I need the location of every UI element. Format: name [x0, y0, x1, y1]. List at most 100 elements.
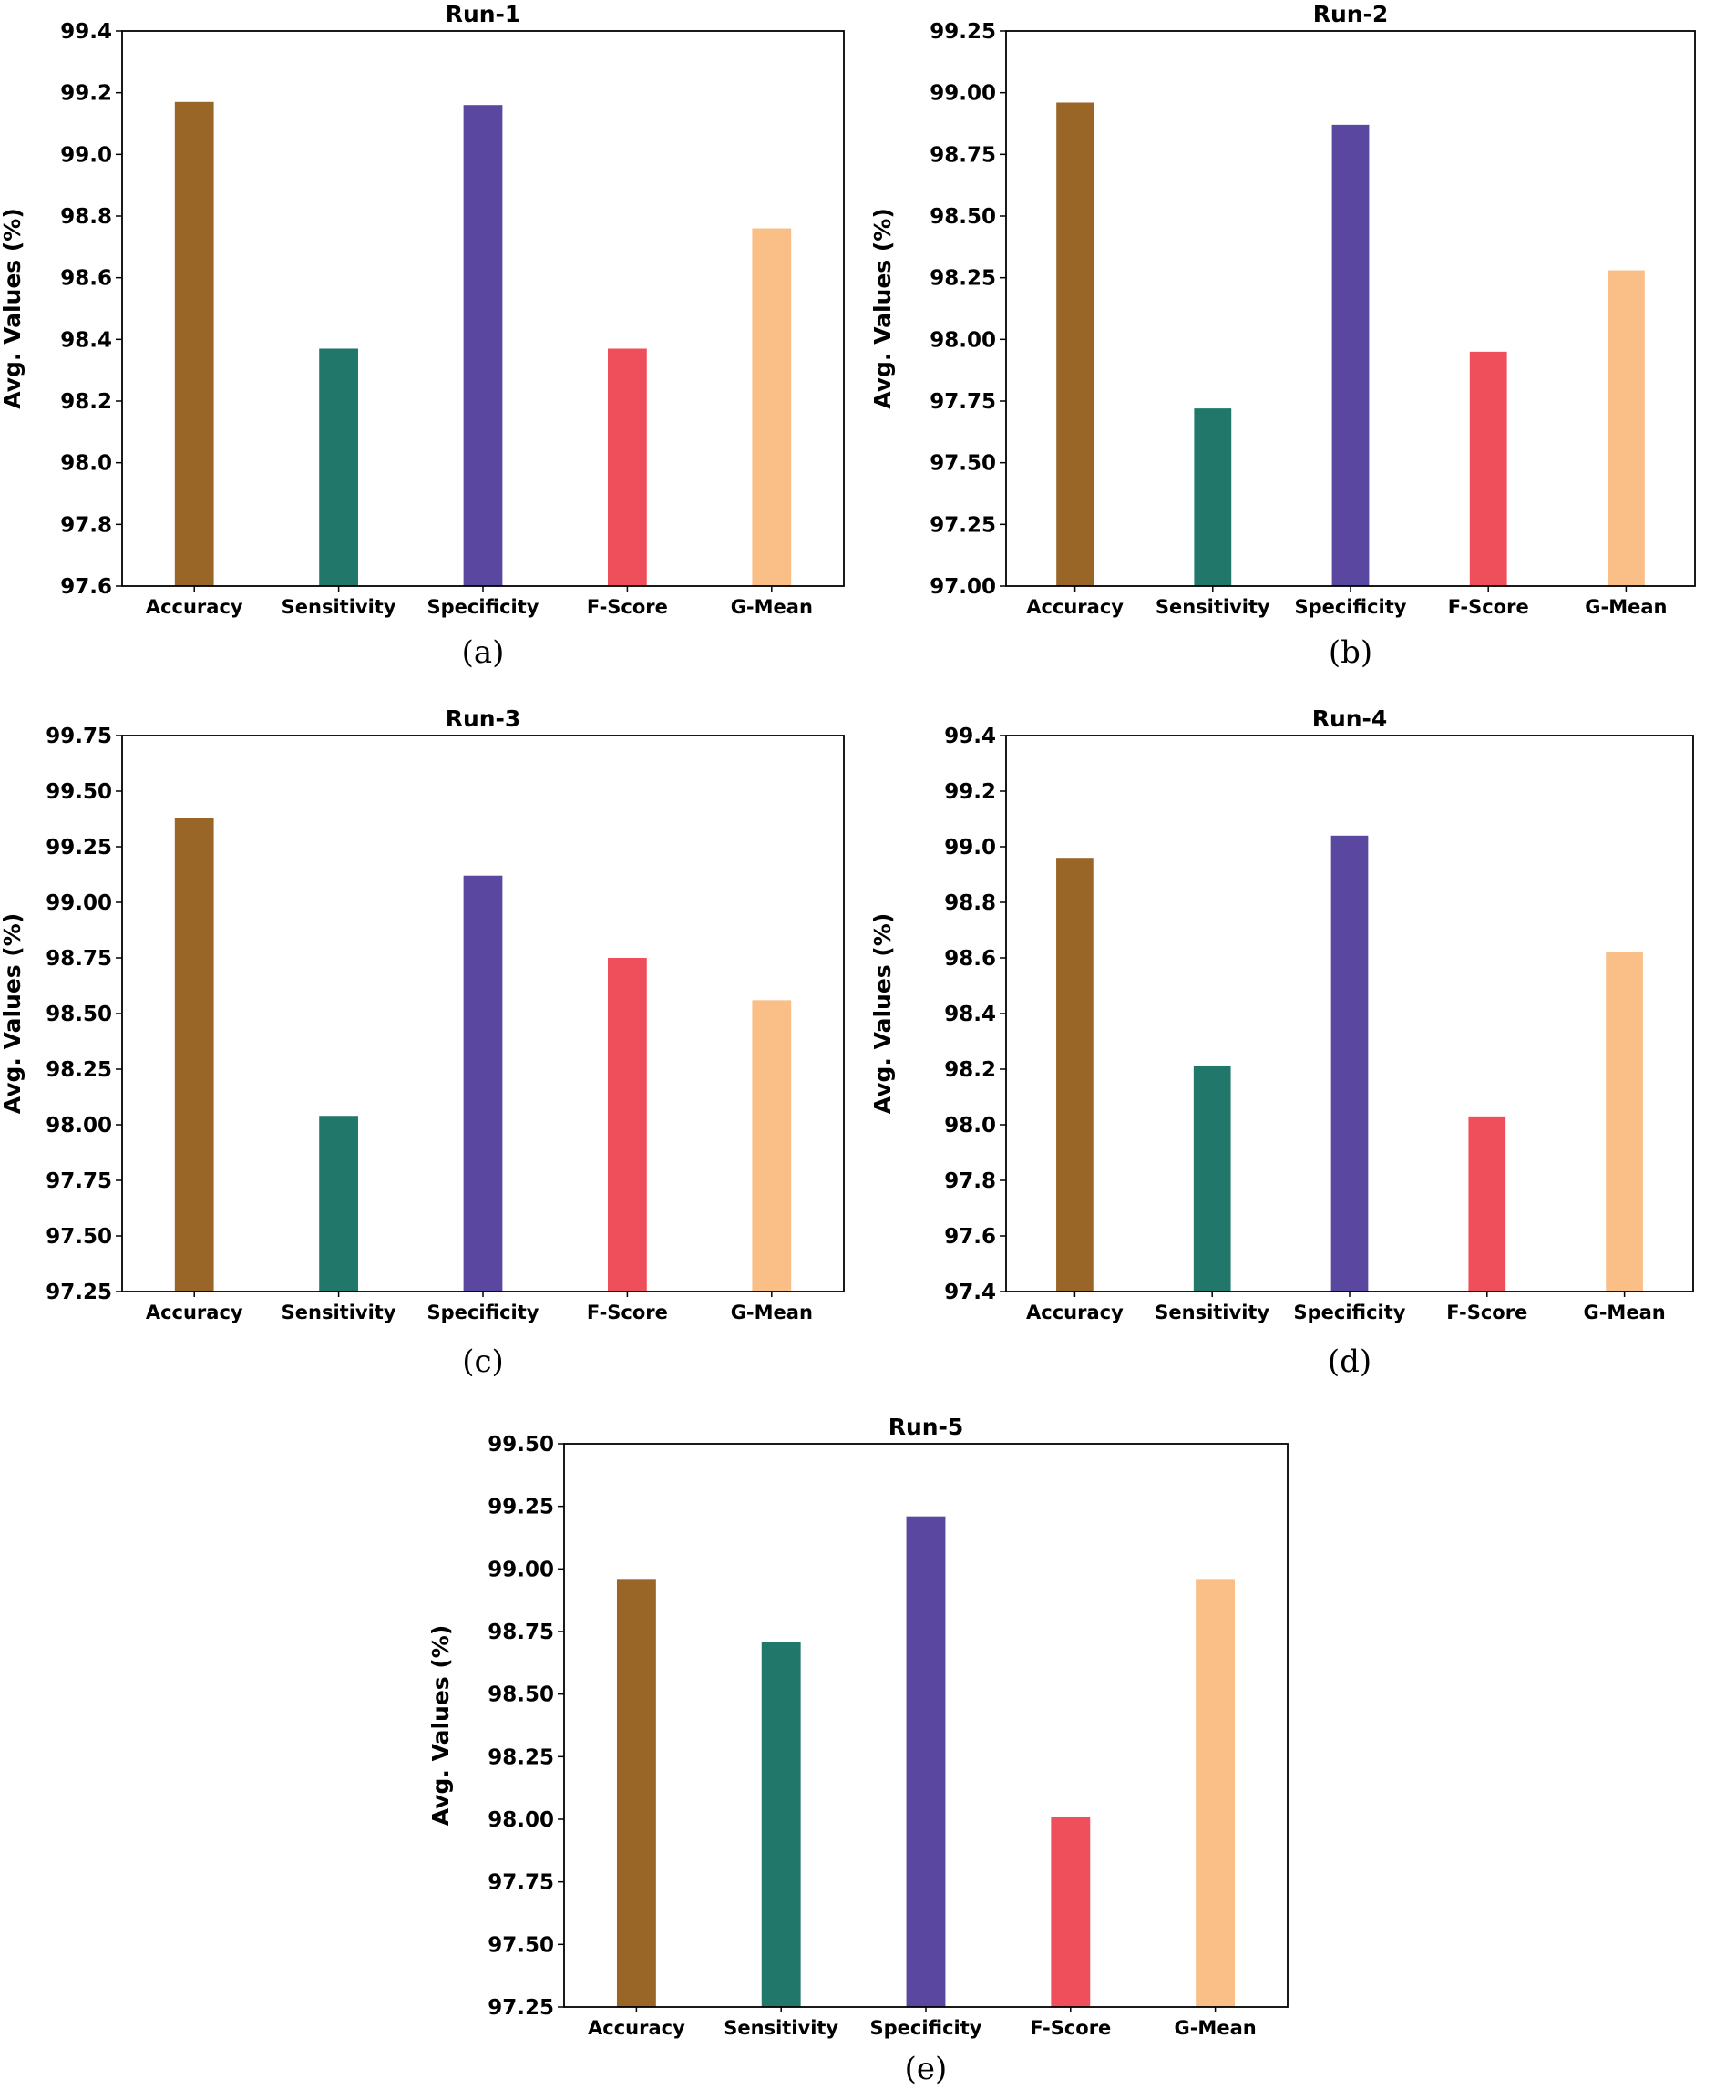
bar-f-score: [1051, 1817, 1091, 2007]
y-tick-label: 98.8: [944, 891, 996, 915]
y-tick-label: 98.2: [944, 1058, 996, 1082]
x-tick-label: G-Mean: [1174, 2017, 1256, 2039]
bar-chart: Accuracy Sensitivity Specificity F-Score G-M…: [0, 705, 845, 1380]
plot-frame: [1005, 735, 1694, 1292]
plot-frame: [563, 1443, 1289, 2008]
y-axis-label: Avg. Values (%): [0, 913, 26, 1115]
y-axis-label: Avg. Values (%): [870, 913, 896, 1115]
x-tick-label: G-Mean: [731, 596, 813, 618]
y-tick-label: 97.6: [944, 1225, 996, 1249]
x-tick-label: Accuracy: [146, 596, 243, 618]
x-tick-label: Accuracy: [1026, 1302, 1124, 1323]
y-tick-label: 99.50: [488, 1433, 554, 1457]
x-tick-label: Accuracy: [588, 2017, 685, 2039]
x-tick-label: Sensitivity: [282, 1302, 396, 1323]
y-tick-label: 99.25: [930, 20, 996, 44]
chart-title: Run-2: [1313, 1, 1389, 27]
x-tick-label: Sensitivity: [1155, 1302, 1269, 1323]
bar-specificity: [463, 875, 503, 1292]
y-tick-label: 97.8: [60, 513, 112, 537]
y-tick-label: 99.25: [488, 1496, 554, 1519]
x-tick-label: G-Mean: [1585, 596, 1667, 618]
y-tick-label: 99.0: [944, 836, 996, 860]
y-tick-label: 99.2: [944, 780, 996, 804]
y-tick-label: 98.25: [930, 267, 996, 291]
x-tick-label: Specificity: [427, 1302, 539, 1323]
chart-title: Run-1: [446, 1, 521, 27]
bar-g-mean: [752, 228, 792, 587]
x-tick-label: F-Score: [1030, 2017, 1111, 2039]
x-tick-label: Specificity: [1294, 1302, 1406, 1323]
y-tick-label: 97.25: [488, 1996, 554, 2020]
chart-title: Run-4: [1312, 705, 1388, 732]
bar-g-mean: [1606, 952, 1643, 1292]
bar-sensitivity: [761, 1641, 801, 2007]
x-tick-label: Specificity: [427, 596, 539, 618]
y-tick-label: 99.00: [46, 891, 112, 915]
chart-title: Run-5: [889, 1414, 964, 1440]
subfigure-caption: (b): [1329, 634, 1372, 671]
bar-g-mean: [752, 1000, 792, 1292]
y-tick-label: 98.75: [488, 1621, 554, 1644]
y-tick-label: 98.75: [930, 143, 996, 167]
y-tick-label: 99.00: [930, 82, 996, 106]
y-tick-label: 99.75: [46, 725, 112, 748]
plot-frame: [121, 30, 845, 587]
bar-f-score: [1468, 1116, 1506, 1292]
subfigure-caption: (c): [462, 1343, 504, 1380]
chart-panel-run-4: Accuracy Sensitivity Specificity F-Score G-M…: [869, 700, 1736, 1384]
chart-panel-run-2: Accuracy Sensitivity Specificity F-Score G-M…: [869, 0, 1736, 693]
y-tick-label: 97.75: [488, 1871, 554, 1895]
bar-specificity: [463, 105, 503, 586]
bar-specificity: [1331, 124, 1370, 586]
y-tick-label: 99.0: [60, 143, 112, 167]
y-tick-label: 97.50: [488, 1933, 554, 1957]
y-tick-label: 98.25: [46, 1058, 112, 1082]
bar-specificity: [906, 1516, 946, 2007]
plot-frame: [121, 735, 845, 1292]
y-tick-label: 99.4: [944, 725, 996, 748]
y-tick-label: 98.4: [944, 1003, 996, 1026]
y-tick-label: 99.4: [60, 20, 112, 44]
bar-f-score: [608, 348, 647, 586]
y-tick-label: 98.0: [944, 1114, 996, 1138]
y-tick-label: 98.50: [930, 205, 996, 229]
bar-accuracy: [616, 1579, 656, 2007]
bar-chart: Accuracy Sensitivity Specificity F-Score G-M…: [0, 1, 845, 671]
x-tick-label: G-Mean: [731, 1302, 813, 1323]
y-axis-label: Avg. Values (%): [428, 1625, 454, 1827]
bar-chart: Accuracy Sensitivity Specificity F-Score G-M…: [427, 1414, 1289, 2087]
x-tick-label: Specificity: [870, 2017, 982, 2039]
y-axis-label: Avg. Values (%): [870, 208, 896, 409]
bar-sensitivity: [1194, 408, 1232, 586]
y-tick-label: 99.00: [488, 1558, 554, 1581]
x-tick-label: F-Score: [1446, 1302, 1527, 1323]
chart-panel-run-5: Accuracy Sensitivity Specificity F-Score G-M…: [427, 1404, 1308, 2095]
y-tick-label: 98.8: [60, 205, 112, 229]
x-tick-label: Sensitivity: [1156, 596, 1270, 618]
y-tick-label: 97.75: [46, 1169, 112, 1193]
bar-f-score: [608, 958, 647, 1292]
subfigure-caption: (d): [1328, 1343, 1371, 1380]
bar-accuracy: [1056, 102, 1094, 586]
y-tick-label: 98.75: [46, 947, 112, 971]
y-tick-label: 97.75: [930, 390, 996, 414]
x-tick-label: Sensitivity: [724, 2017, 838, 2039]
bar-chart: Accuracy Sensitivity Specificity F-Score G-M…: [869, 1, 1696, 671]
x-tick-label: Specificity: [1295, 596, 1407, 618]
x-tick-label: Accuracy: [1026, 596, 1124, 618]
y-tick-label: 98.00: [46, 1114, 112, 1138]
y-tick-label: 97.00: [930, 575, 996, 599]
subfigure-caption: (e): [905, 2051, 948, 2087]
y-tick-label: 99.50: [46, 780, 112, 804]
y-tick-label: 97.50: [46, 1225, 112, 1249]
chart-panel-run-3: Accuracy Sensitivity Specificity F-Score G-M…: [0, 700, 866, 1384]
y-tick-label: 98.50: [488, 1683, 554, 1707]
y-tick-label: 97.50: [930, 452, 996, 476]
bar-g-mean: [1196, 1579, 1236, 2007]
bar-accuracy: [1056, 858, 1094, 1292]
y-tick-label: 97.25: [46, 1281, 112, 1304]
y-axis-label: Avg. Values (%): [0, 208, 26, 409]
bar-accuracy: [174, 101, 214, 587]
y-tick-label: 98.6: [60, 267, 112, 291]
